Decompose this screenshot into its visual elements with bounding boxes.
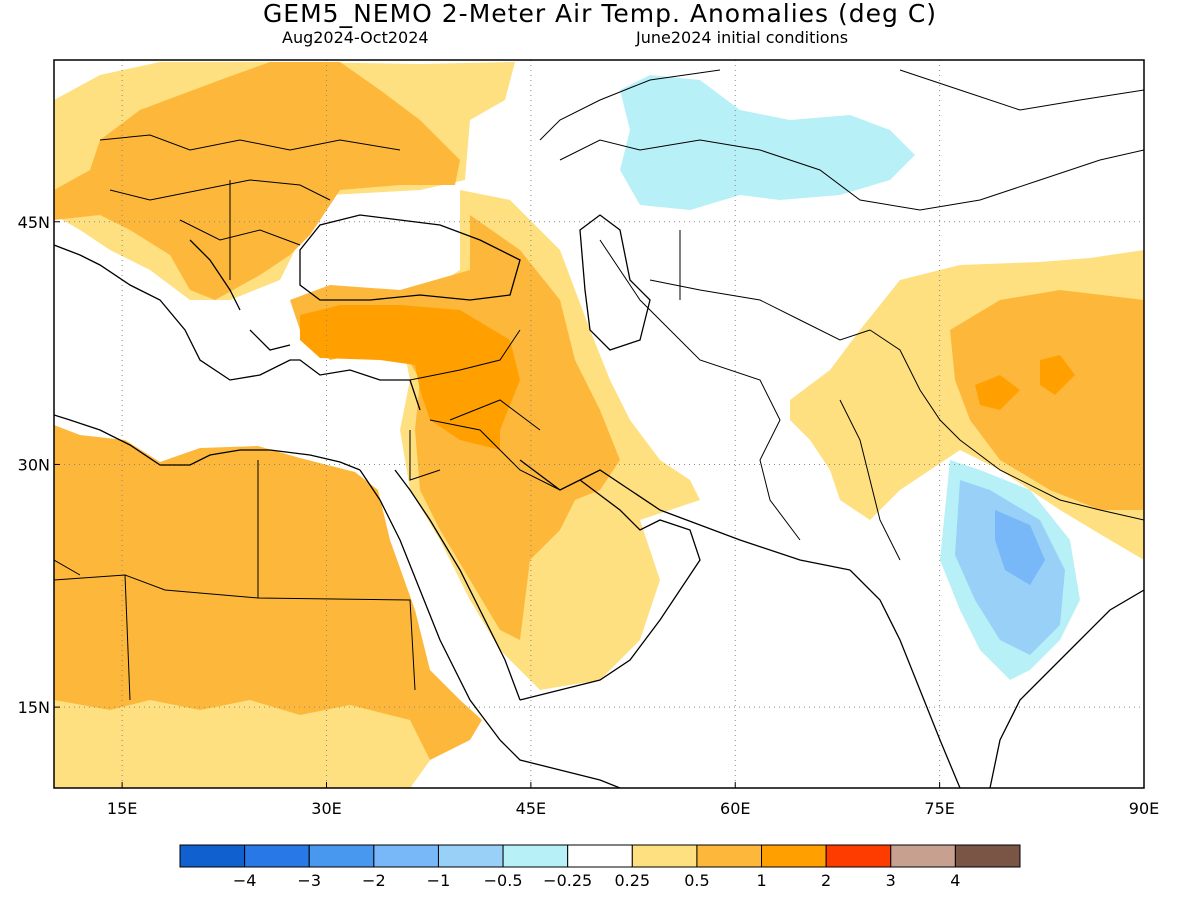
lon-tick-label: 30E	[311, 799, 341, 818]
colorbar-swatch	[373, 844, 439, 868]
coastline-black-sea	[299, 214, 521, 301]
colorbar-label: −4	[233, 871, 257, 890]
country-borders	[54, 69, 1144, 701]
lon-tick-label: 60E	[720, 799, 750, 818]
lat-axis: 15N 30N 45N	[18, 213, 60, 717]
coastline-balkan	[189, 239, 291, 351]
anomaly-region-tibet-peak-east	[1040, 355, 1075, 395]
chart-title: GEM5_NEMO 2-Meter Air Temp. Anomalies (d…	[262, 0, 938, 28]
colorbar-label: −3	[297, 871, 321, 890]
border-central-asia	[559, 139, 1144, 541]
colorbar-label: −1	[427, 871, 451, 890]
colorbar-label: 4	[950, 871, 960, 890]
colorbar-swatch	[954, 844, 1021, 868]
colorbar-swatch	[308, 844, 375, 868]
colorbar-swatch	[567, 844, 633, 868]
lon-tick-label: 75E	[924, 799, 954, 818]
lat-tick-label: 30N	[18, 455, 50, 474]
anomaly-region-russia-cool	[620, 75, 915, 210]
colorbar-swatch	[437, 844, 504, 868]
anomaly-region-africa-south	[54, 700, 430, 788]
colorbar-swatch	[696, 844, 763, 868]
colorbar-swatch	[825, 844, 892, 868]
lon-axis: 15E 30E 45E 60E 75E 90E	[107, 782, 1159, 818]
graticule	[54, 60, 1144, 788]
colorbar: −4 −3 −2 −1 −0.5 −0.25 0.25 0.5 1 2 3 4	[179, 844, 1021, 890]
coastline-arabia	[519, 479, 701, 701]
lon-tick-label: 45E	[516, 799, 546, 818]
anomaly-region-tibet-peak	[975, 375, 1020, 410]
colorbar-swatch	[890, 844, 956, 868]
colorbar-label: −2	[362, 871, 386, 890]
coastline-mediterranean-north	[54, 244, 421, 411]
border-south-asia	[839, 329, 1144, 561]
coastline-red-sea	[359, 469, 521, 741]
colorbar-label: −0.5	[484, 871, 523, 890]
border-europe	[99, 134, 401, 280]
map-frame	[53, 59, 1145, 789]
colorbar-swatch	[761, 844, 827, 868]
colorbar-label: 1	[756, 871, 766, 890]
anomaly-region-tibet-core	[950, 290, 1144, 510]
anomaly-region-india-coolest	[995, 510, 1045, 585]
lat-tick-label: 45N	[18, 213, 50, 232]
colorbar-label: 0.25	[614, 871, 650, 890]
lon-tick-label: 15E	[107, 799, 137, 818]
colorbar-label: 2	[821, 871, 831, 890]
colorbar-swatch	[244, 844, 310, 868]
initial-conditions: June2024 initial conditions	[636, 28, 849, 47]
colorbar-label: 3	[886, 871, 896, 890]
colorbar-label: −0.25	[543, 871, 592, 890]
coastline-india	[849, 569, 1144, 788]
border-africa	[54, 460, 416, 701]
forecast-period: Aug2024-Oct2024	[282, 28, 429, 47]
lon-tick-label: 90E	[1129, 799, 1159, 818]
border-middle-east	[409, 329, 561, 491]
colorbar-label: 0.5	[684, 871, 709, 890]
border-russia-north	[539, 69, 1144, 141]
colorbar-swatch	[502, 844, 569, 868]
colorbar-swatch	[631, 844, 698, 868]
map-area	[54, 60, 1144, 788]
anomaly-region-africa	[54, 425, 482, 788]
coastline-persian-gulf	[519, 459, 851, 571]
coastline-gulf-of-aden	[499, 739, 621, 788]
coastline-caspian	[579, 214, 651, 351]
colorbar-swatch	[179, 844, 246, 868]
lat-tick-label: 15N	[18, 698, 50, 717]
coastline-north-africa	[54, 414, 361, 471]
coastlines	[54, 214, 1144, 788]
